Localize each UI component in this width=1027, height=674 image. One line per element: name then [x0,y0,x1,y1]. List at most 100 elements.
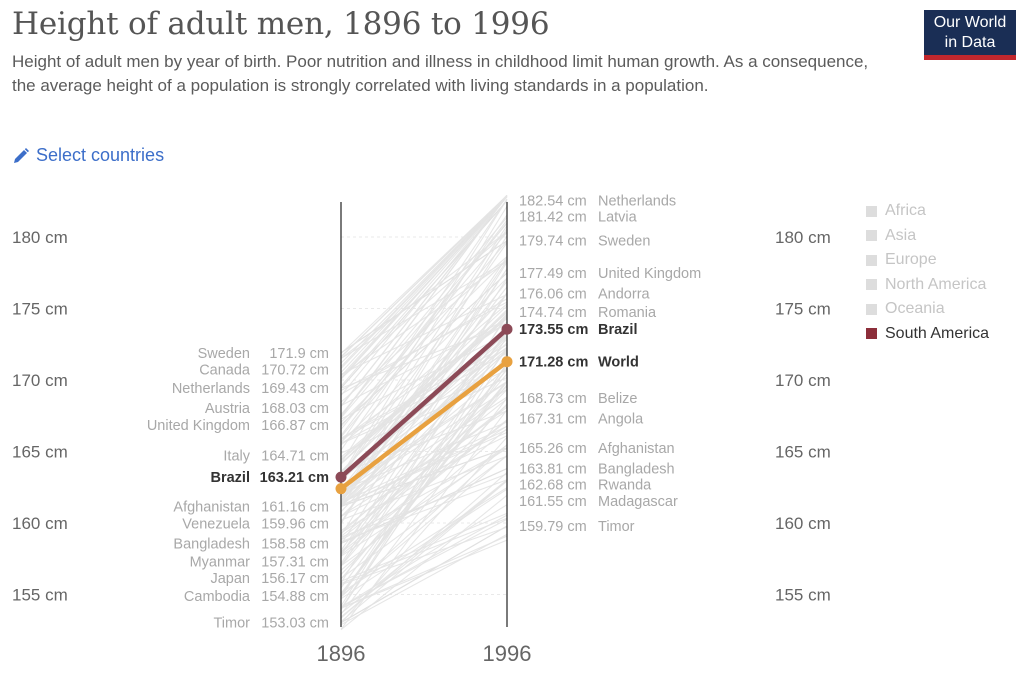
country-line [340,512,508,582]
country-line [340,195,508,369]
legend-swatch [866,254,877,266]
country-line [340,292,508,545]
legend-label: Asia [885,226,917,244]
legend-label: North America [885,275,987,293]
legend-label: Africa [885,202,926,220]
country-line [340,256,508,502]
right-value-label: 177.49 cm [519,266,587,282]
background-country-lines [340,195,508,631]
country-line [340,294,508,375]
left-value-label: 159.96 cm [261,517,329,533]
y-tick-label-right: 170 cm [775,371,831,390]
right-value-label: 181.42 cm [519,210,587,226]
series-line-world [338,359,510,491]
country-line [340,431,508,507]
legend-item-oceania[interactable]: Oceania [866,297,989,322]
left-value-label: 153.03 cm [261,616,329,632]
country-line [340,349,508,518]
series-point-world-1896 [335,483,347,495]
left-country-label: Venezuela [182,517,251,533]
right-value-label: 174.74 cm [519,305,587,321]
right-value-label: 171.28 cm [519,355,588,371]
country-line [340,195,508,417]
country-line [340,225,508,478]
country-line [340,333,508,420]
left-value-label: 166.87 cm [261,418,329,434]
left-value-label: 169.43 cm [261,381,329,397]
country-line [340,195,508,379]
country-line [340,317,508,458]
country-line [340,317,508,461]
country-line [340,240,508,354]
left-value-label: 171.9 cm [269,346,329,362]
legend-item-south-america[interactable]: South America [866,322,989,347]
right-value-label: 159.79 cm [519,519,587,535]
country-line [340,397,508,615]
left-country-label: Timor [213,616,250,632]
left-value-label: 168.03 cm [261,401,329,417]
right-country-label: Romania [598,305,657,321]
country-line [340,384,508,595]
y-tick-label-right: 180 cm [775,228,831,247]
select-countries-button[interactable]: Select countries [12,145,164,166]
legend-item-asia[interactable]: Asia [866,224,989,249]
right-country-label: Afghanistan [598,441,675,457]
left-value-label: 161.16 cm [261,499,329,515]
legend-swatch [866,279,877,291]
country-line [340,454,508,597]
country-line [340,518,508,608]
left-value-label: 170.72 cm [261,363,329,379]
legend-swatch [866,230,877,242]
right-country-label: Timor [598,519,635,535]
y-tick-label-left: 170 cm [12,371,68,390]
left-value-label: 158.58 cm [261,536,329,552]
country-line [340,386,508,534]
chart-title: Height of adult men, 1896 to 1996 [12,6,550,42]
country-line [340,533,508,626]
series-line-brazil [338,326,510,480]
country-line [340,429,508,506]
x-label-1996: 1996 [483,641,532,666]
country-line [340,259,508,423]
country-line [340,195,508,396]
chart-subtitle: Height of adult men by year of birth. Po… [12,52,869,95]
right-country-label: World [598,355,639,371]
country-line [340,369,508,554]
country-line [340,352,508,444]
country-line [340,480,508,623]
right-country-label: Angola [598,411,644,427]
right-country-label: Brazil [598,322,638,338]
right-country-label: Bangladesh [598,462,675,478]
series-point-brazil-1896 [335,471,347,483]
country-line [340,352,508,610]
legend: Africa Asia Europe North America Oceania Sout… [866,199,989,346]
country-line [340,256,508,403]
y-tick-label-right: 155 cm [775,586,831,605]
left-country-label: Japan [210,571,250,587]
right-value-label: 165.26 cm [519,441,587,457]
legend-label: South America [885,324,990,342]
left-country-label: Cambodia [184,589,251,605]
country-line [340,260,508,504]
right-value-label: 182.54 cm [519,194,587,210]
legend-item-europe[interactable]: Europe [866,248,989,273]
right-country-label: Rwanda [598,478,652,494]
left-country-label: Afghanistan [173,499,250,515]
owid-logo[interactable]: Our World in Data [924,10,1016,60]
right-value-label: 161.55 cm [519,494,587,510]
y-tick-label-left: 160 cm [12,514,68,533]
country-line [340,504,508,608]
country-line [340,373,508,567]
right-value-label: 179.74 cm [519,234,587,250]
legend-item-north-america[interactable]: North America [866,273,989,298]
legend-swatch [866,205,877,217]
country-line [340,376,508,454]
country-line [340,535,508,609]
country-line [340,479,508,543]
legend-label: Oceania [885,300,945,318]
right-value-label: 176.06 cm [519,286,587,302]
y-tick-label-right: 175 cm [775,300,831,319]
country-line [340,488,508,600]
legend-item-africa[interactable]: Africa [866,199,989,224]
